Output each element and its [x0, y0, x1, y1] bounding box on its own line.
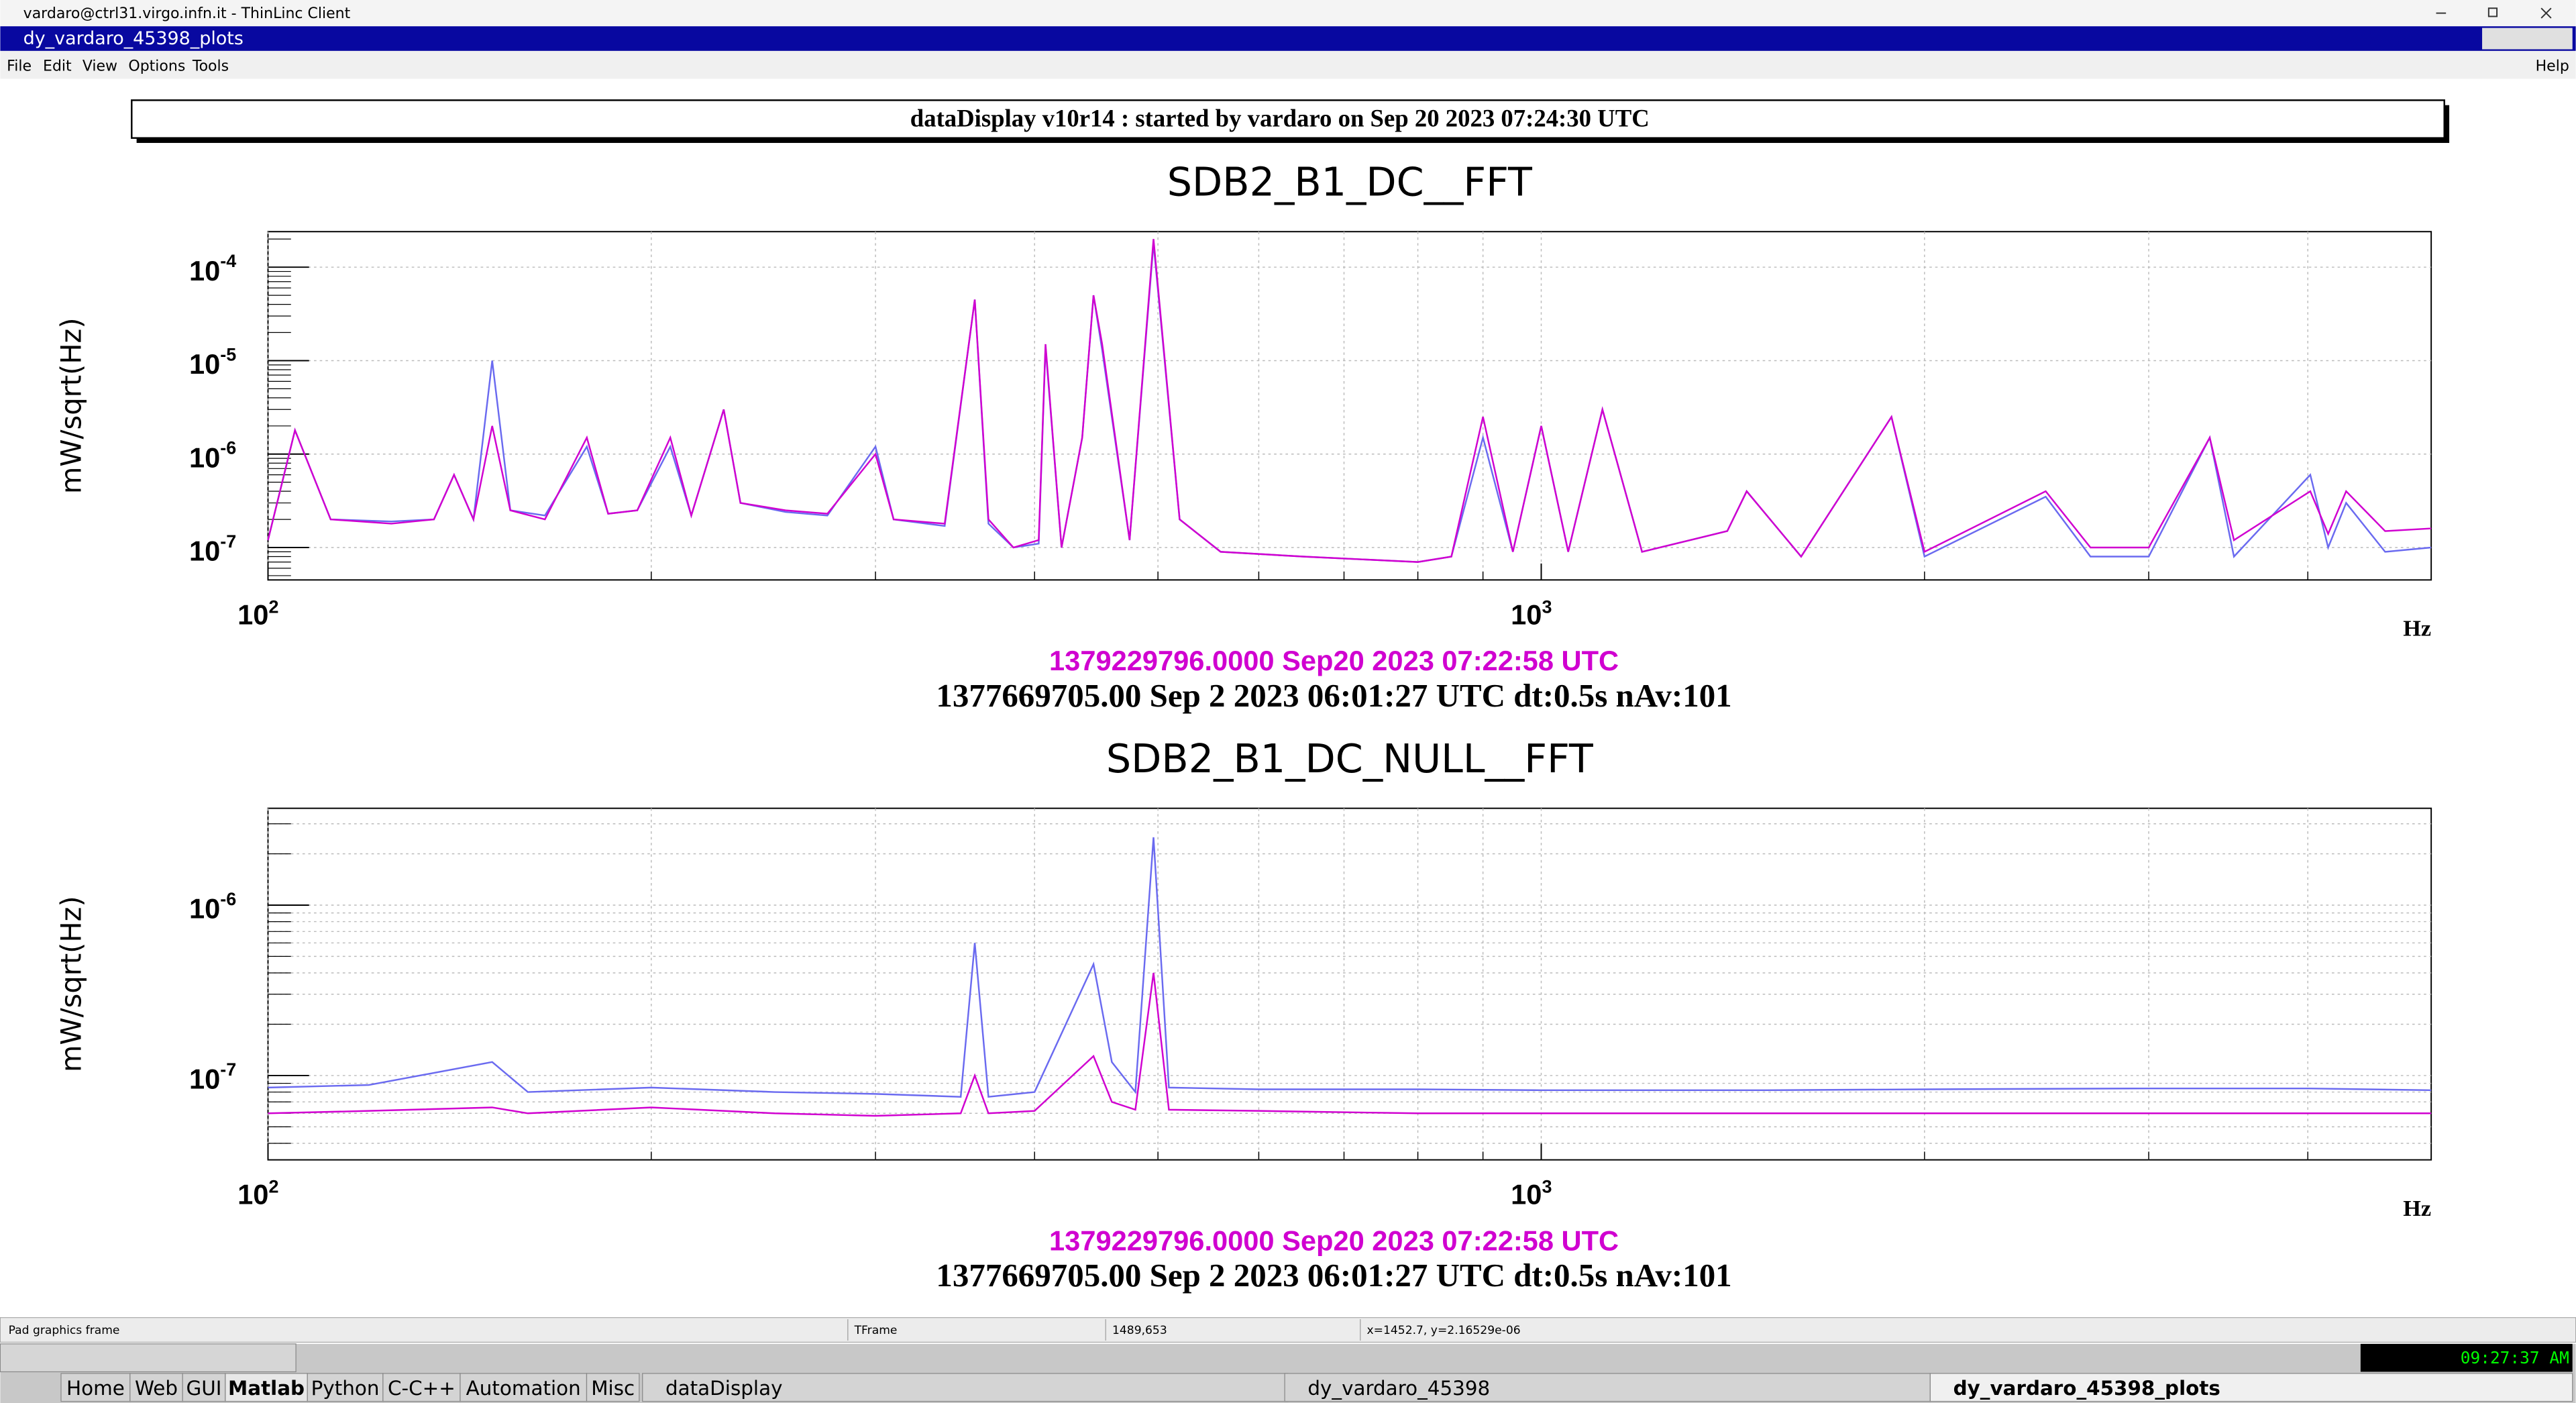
x-axis-label: Hz	[2403, 1196, 2431, 1221]
x-tick-label: 103	[1511, 1177, 1552, 1210]
taskbar-button-label[interactable]: C-C++	[388, 1377, 455, 1400]
y-tick-label: 10-7	[189, 531, 236, 567]
annotation: 1379229796.0000 Sep20 2023 07:22:58 UTC	[1049, 1225, 1619, 1256]
clock: 09:27:37 AM	[2461, 1348, 2569, 1367]
x-tick-base: 10	[237, 599, 268, 630]
taskbar-button-label[interactable]: Home	[66, 1377, 125, 1400]
menu-item[interactable]: Help	[2536, 58, 2569, 74]
y-tick-exponent: -7	[220, 1059, 236, 1080]
menu-item[interactable]: View	[83, 58, 117, 74]
task-button[interactable]	[1929, 1373, 2573, 1402]
taskbar-button-label[interactable]: Python	[311, 1377, 380, 1400]
y-tick-exponent: -6	[220, 438, 236, 458]
status-field: x=1452.7, y=2.16529e-06	[1367, 1324, 1521, 1337]
taskbar-buttons: Home Web GUI Matlab Python C-C++ Automation Mis…	[60, 1373, 2573, 1402]
y-tick-base: 10	[189, 1063, 220, 1095]
header-box	[131, 99, 2445, 139]
menu-item[interactable]: Edit	[43, 58, 72, 74]
taskbar-button[interactable]	[460, 1373, 588, 1402]
y-tick-base: 10	[189, 441, 220, 473]
chart-title: SDB2_B1_DC_NULL__FFT	[1106, 735, 1594, 782]
x-tick-exponent: 2	[268, 1177, 278, 1197]
annotation: 1379229796.0000 Sep20 2023 07:22:58 UTC	[1049, 645, 1619, 676]
app-titlebar	[0, 26, 2576, 51]
taskbar-button[interactable]	[129, 1373, 183, 1402]
x-tick-base: 10	[1511, 1179, 1542, 1210]
x-tick-exponent: 3	[1542, 596, 1552, 617]
series-line	[268, 972, 2432, 1117]
plot-frame	[267, 231, 2432, 581]
taskbar-button[interactable]	[60, 1373, 131, 1402]
y-tick-exponent: -4	[220, 251, 236, 271]
plot-frame	[267, 807, 2432, 1161]
menu-item[interactable]: Options	[128, 58, 185, 74]
task-label[interactable]: dy_vardaro_45398_plots	[1953, 1377, 2220, 1400]
x-tick-label: 102	[237, 1177, 278, 1210]
task-button[interactable]	[642, 1373, 1289, 1402]
y-tick-base: 10	[189, 535, 220, 567]
y-tick-base: 10	[189, 255, 220, 287]
taskbar-button-label[interactable]: Web	[135, 1377, 178, 1400]
y-tick-exponent: -7	[220, 531, 236, 552]
taskbar-button[interactable]	[225, 1373, 308, 1402]
status-field: TFrame	[854, 1324, 898, 1337]
window-titlebar	[0, 0, 2576, 27]
status-field: Pad graphics frame	[9, 1324, 120, 1337]
window-controls[interactable]	[2436, 7, 2552, 19]
series-line	[268, 837, 2432, 1098]
taskbar-button-label[interactable]: Automation	[466, 1377, 581, 1400]
y-tick-label: 10-6	[189, 889, 236, 925]
y-tick-base: 10	[189, 348, 220, 380]
menu-item[interactable]: Tools	[192, 58, 229, 74]
taskbar-button[interactable]	[586, 1373, 640, 1402]
app-title: dy_vardaro_45398_plots	[23, 28, 244, 49]
menu-item[interactable]: File	[7, 58, 32, 74]
app-controls[interactable]	[2482, 28, 2573, 50]
x-tick-label: 103	[1511, 596, 1552, 630]
taskbar-button[interactable]	[382, 1373, 461, 1402]
charts: 102 10310-710-610-510-4SDB2_B1_DC__FFTmW/…	[54, 158, 2432, 1294]
taskbar-button-label[interactable]: Misc	[591, 1377, 635, 1400]
header-text: dataDisplay v10r14 : started by vardaro …	[910, 105, 1650, 132]
task-button[interactable]	[1284, 1373, 1931, 1402]
x-tick-base: 10	[1511, 599, 1542, 630]
y-tick-label: 10-6	[189, 438, 236, 474]
x-tick-base: 10	[237, 1179, 268, 1210]
taskbar-button-label[interactable]: GUI	[186, 1377, 222, 1400]
series-line	[267, 239, 2432, 563]
chart-title: SDB2_B1_DC__FFT	[1167, 158, 1533, 205]
quick-launch[interactable]	[0, 1343, 297, 1373]
x-tick-exponent: 3	[1542, 1177, 1552, 1197]
task-label[interactable]: dataDisplay	[665, 1377, 782, 1400]
tray	[2360, 1343, 2573, 1372]
y-tick-exponent: -5	[220, 344, 236, 364]
taskbar-button[interactable]	[182, 1373, 226, 1402]
y-tick-exponent: -6	[220, 889, 236, 909]
status-field: 1489,653	[1112, 1324, 1167, 1337]
y-tick-label: 10-7	[189, 1059, 236, 1095]
annotation: 1377669705.00 Sep 2 2023 06:01:27 UTC dt…	[936, 677, 1731, 714]
y-tick-base: 10	[189, 893, 220, 925]
taskbar-button-label[interactable]: Matlab	[228, 1377, 305, 1400]
x-axis-label: Hz	[2403, 616, 2431, 641]
status-bar	[0, 1317, 2576, 1343]
taskbar-button[interactable]	[307, 1373, 384, 1402]
x-tick-label: 102	[237, 596, 278, 630]
y-tick-label: 10-4	[189, 251, 236, 287]
annotation: 1377669705.00 Sep 2 2023 06:01:27 UTC dt…	[936, 1257, 1731, 1294]
y-tick-label: 10-5	[189, 344, 236, 380]
status-dividers	[847, 1319, 1361, 1341]
menu-bar	[0, 50, 2576, 79]
task-label[interactable]: dy_vardaro_45398	[1307, 1377, 1490, 1400]
x-tick-exponent: 2	[268, 596, 278, 617]
y-axis-label: mW/sqrt(Hz)	[54, 896, 87, 1072]
window-title: vardaro@ctrl31.virgo.infn.it - ThinLinc …	[23, 5, 351, 22]
y-axis-label: mW/sqrt(Hz)	[54, 317, 87, 494]
